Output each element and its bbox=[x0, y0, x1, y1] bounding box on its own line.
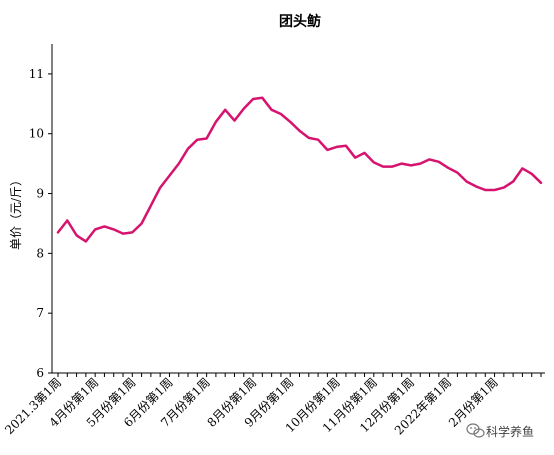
y-tick-label: 11 bbox=[29, 67, 44, 81]
y-tick-label: 10 bbox=[29, 127, 44, 141]
watermark: 科学养鱼 bbox=[466, 423, 534, 439]
y-axis-label: 单价（元/斤） bbox=[9, 174, 23, 250]
wechat-icon bbox=[466, 423, 485, 438]
y-tick-label: 9 bbox=[36, 187, 44, 201]
series-line-price bbox=[56, 96, 543, 243]
y-tick-label: 8 bbox=[36, 246, 44, 260]
x-axis-ticks: 2021.3第1周4月份第1周5月份第1周6月份第1周7月份第1周8月份第1周9… bbox=[2, 373, 542, 438]
watermark-text: 科学养鱼 bbox=[486, 424, 534, 439]
chart-title: 团头鲂 bbox=[279, 13, 321, 30]
y-tick-label: 7 bbox=[36, 306, 44, 320]
x-tick-label: 2月份第1周 bbox=[446, 375, 501, 430]
y-axis-ticks: 6 7 8 9 10 11 bbox=[29, 67, 52, 380]
y-tick-label: 6 bbox=[36, 366, 44, 380]
